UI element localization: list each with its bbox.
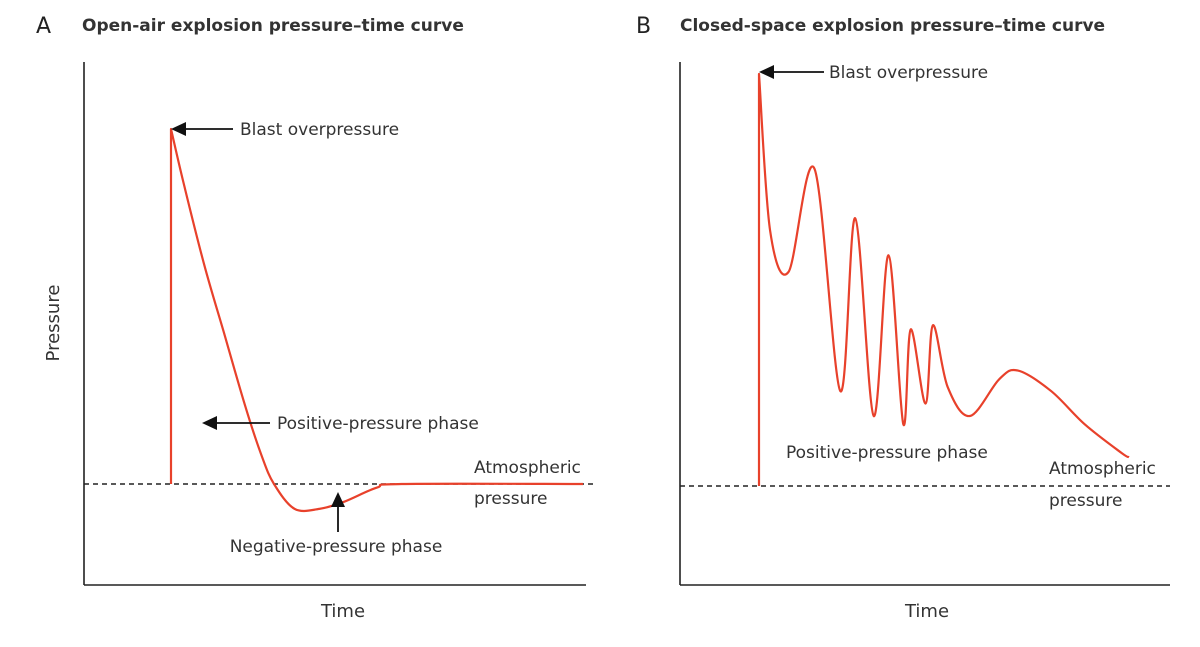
panel-a-x-axis-label: Time bbox=[320, 601, 365, 622]
panel-a-blast-overpressure-arrow bbox=[171, 122, 233, 136]
panel-b-blast-overpressure-label: Blast overpressure bbox=[829, 63, 988, 83]
panel-b-letter: B bbox=[636, 14, 651, 39]
panel-a-y-axis-label: Pressure bbox=[43, 285, 64, 362]
panel-b-blast-overpressure-arrow bbox=[759, 65, 824, 79]
panel-b-positive-phase-label: Positive-pressure phase bbox=[786, 443, 988, 463]
panel-a-negative-phase-label: Negative-pressure phase bbox=[230, 537, 443, 557]
panel-a-pressure-curve bbox=[169, 127, 584, 513]
panel-b-atmospheric-label-line2: pressure bbox=[1049, 491, 1122, 511]
panel-a-atmospheric-label-line2: pressure bbox=[474, 489, 547, 509]
panel-a-open-air: A Open-air explosion pressure–time curve… bbox=[36, 14, 596, 622]
panel-a-letter: A bbox=[36, 14, 51, 39]
panel-a-title: Open-air explosion pressure–time curve bbox=[82, 16, 464, 36]
panel-b-x-axis-label: Time bbox=[904, 601, 949, 622]
panel-a-positive-phase-arrow bbox=[202, 416, 270, 430]
panel-b-atmospheric-label-line1: Atmospheric bbox=[1049, 459, 1156, 479]
panel-a-blast-overpressure-label: Blast overpressure bbox=[240, 120, 399, 140]
panel-a-positive-phase-label: Positive-pressure phase bbox=[277, 414, 479, 434]
panel-b-closed-space: B Closed-space explosion pressure–time c… bbox=[636, 14, 1170, 622]
panel-b-pressure-curve bbox=[757, 72, 1130, 486]
panel-a-negative-phase-arrow bbox=[331, 492, 345, 532]
panel-b-title: Closed-space explosion pressure–time cur… bbox=[680, 16, 1105, 36]
panel-a-atmospheric-label-line1: Atmospheric bbox=[474, 458, 581, 478]
